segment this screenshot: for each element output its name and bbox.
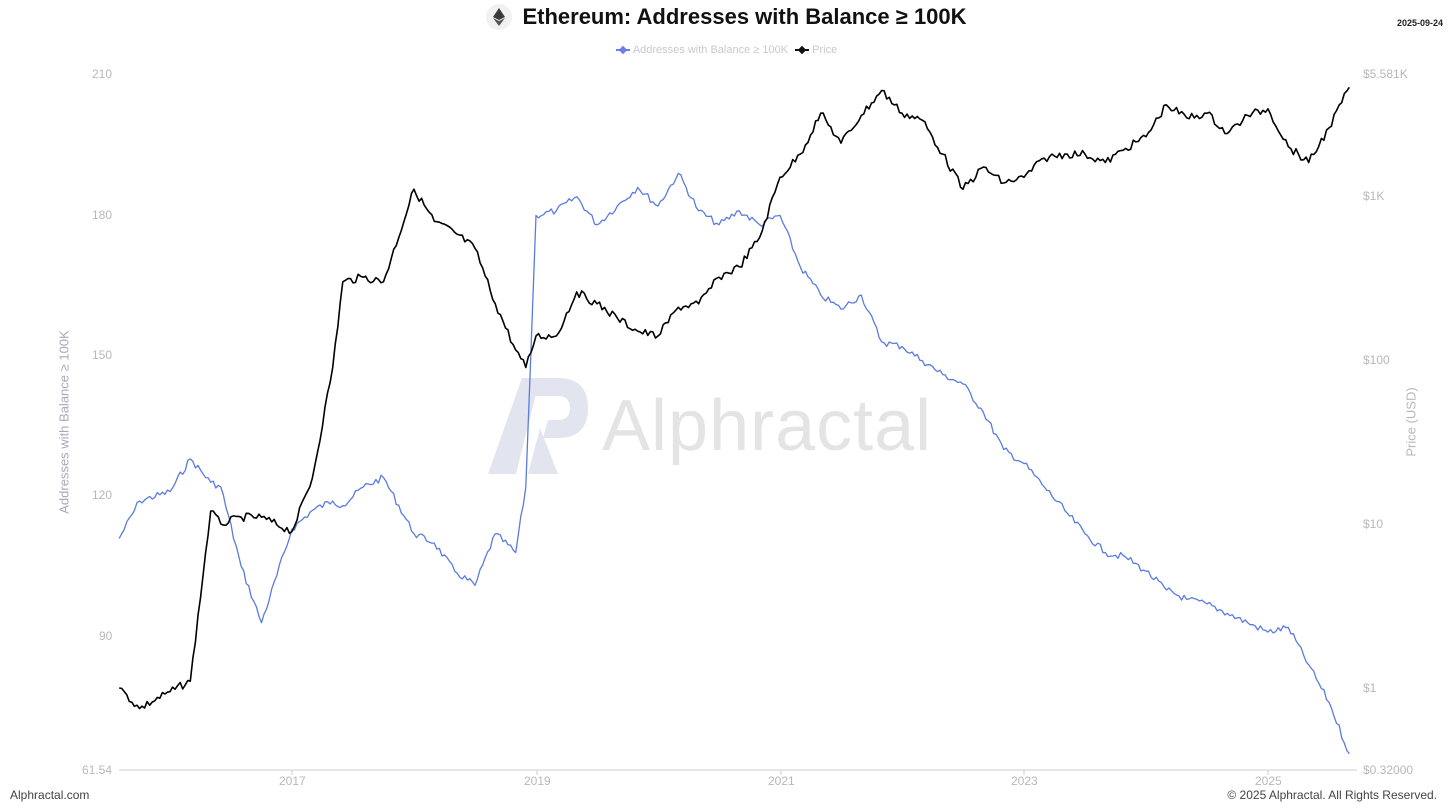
- y-right-tick: $10: [1363, 517, 1384, 531]
- series-line-price: [119, 86, 1350, 710]
- ethereum-icon: [486, 4, 513, 30]
- chart-date: 2025-09-24: [1396, 18, 1443, 28]
- chart-title: Ethereum: Addresses with Balance ≥ 100K: [486, 4, 967, 30]
- x-tick: 2023: [1011, 774, 1038, 788]
- y-right-tick: $1K: [1363, 189, 1385, 203]
- y-right-tick: $1: [1363, 681, 1377, 695]
- chart-title-text: Ethereum: Addresses with Balance ≥ 100K: [522, 4, 967, 29]
- chart-header: Ethereum: Addresses with Balance ≥ 100K: [0, 4, 1453, 31]
- footer-copyright: © 2025 Alphractal. All Rights Reserved.: [1227, 788, 1437, 802]
- y-left-tick: 120: [92, 488, 113, 502]
- series-line-addresses: [118, 172, 1350, 755]
- legend-label: Addresses with Balance ≥ 100K: [632, 44, 789, 56]
- legend-marker-icon: [795, 45, 810, 55]
- y-axis-left-title: Addresses with Balance ≥ 100K: [56, 330, 72, 514]
- y-left-tick: 61.54: [82, 763, 113, 777]
- x-tick: 2021: [768, 774, 795, 788]
- legend-label: Price: [812, 44, 838, 56]
- y-left-tick: 90: [99, 629, 113, 643]
- legend: Addresses with Balance ≥ 100K Price: [0, 44, 1453, 58]
- x-tick: 2019: [524, 774, 551, 788]
- footer-site-link[interactable]: Alphractal.com: [10, 788, 90, 802]
- y-left-tick: 210: [92, 67, 113, 81]
- y-axis-right-title: Price (USD): [1403, 387, 1419, 457]
- legend-item-price[interactable]: Price: [795, 44, 837, 56]
- y-left-tick: 180: [92, 208, 113, 222]
- x-tick: 2025: [1255, 774, 1282, 788]
- legend-item-addresses[interactable]: Addresses with Balance ≥ 100K: [615, 44, 789, 56]
- y-right-tick: $100: [1363, 353, 1390, 367]
- y-right-tick: $5.581K: [1363, 67, 1408, 81]
- x-tick: 2017: [279, 774, 306, 788]
- y-left-tick: 150: [92, 348, 113, 362]
- legend-marker-icon: [615, 45, 630, 55]
- y-right-tick: $0.32000: [1363, 763, 1414, 777]
